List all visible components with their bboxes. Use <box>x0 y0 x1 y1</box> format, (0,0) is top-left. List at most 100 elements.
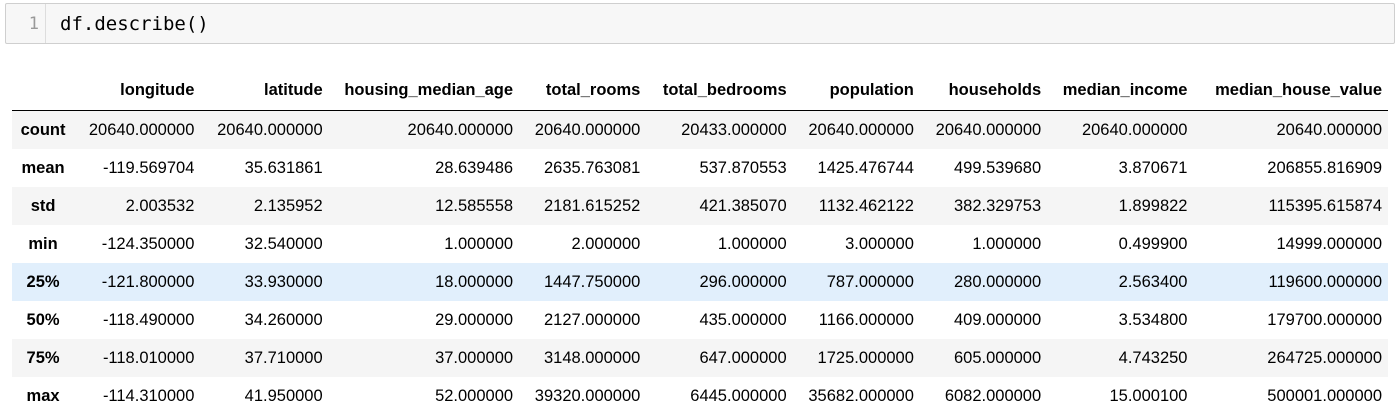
table-cell: 264725.000000 <box>1267 348 1382 367</box>
table-cell: 37.710000 <box>244 348 323 367</box>
table-cell: 20640.000000 <box>217 120 323 139</box>
dataframe-table: longitude latitude housing_median_age to… <box>12 70 1388 415</box>
table-cell: 421.385070 <box>699 196 787 215</box>
column-header: median_income <box>1047 70 1194 111</box>
table-cell: -118.010000 <box>102 348 195 367</box>
table-cell: 435.000000 <box>699 310 787 329</box>
table-cell: 20433.000000 <box>681 120 787 139</box>
table-cell: 20640.000000 <box>1081 120 1188 139</box>
table-cell: 6082.000000 <box>944 386 1042 405</box>
table-cell: 12.585558 <box>435 196 514 215</box>
table-cell: 787.000000 <box>826 272 914 291</box>
line-number: 1 <box>6 4 46 43</box>
table-cell: 500001.000000 <box>1267 386 1382 405</box>
column-header: total_rooms <box>519 70 647 111</box>
table-cell: -124.350000 <box>101 234 195 253</box>
table-cell: 20640.000000 <box>534 120 641 139</box>
table-cell: 1166.000000 <box>818 310 914 329</box>
table-cell: 35682.000000 <box>808 386 914 405</box>
table-cell: 37.000000 <box>435 348 514 367</box>
table-cell: 32.540000 <box>244 234 323 253</box>
table-row: count 20640.000000 20640.000000 20640.00000… <box>12 110 1388 149</box>
table-cell: 537.870553 <box>699 158 787 177</box>
table-cell: 647.000000 <box>699 348 787 367</box>
table-cell: 2.000000 <box>571 234 641 253</box>
row-index-label: std <box>30 196 56 215</box>
table-cell: 35.631861 <box>244 158 323 177</box>
table-row: min -124.350000 32.540000 1.000000 2.000000 1… <box>12 225 1388 263</box>
table-header-row: longitude latitude housing_median_age to… <box>12 70 1388 111</box>
table-cell: 2181.615252 <box>543 196 641 215</box>
table-cell: 1.000000 <box>972 234 1042 253</box>
table-row: max -114.310000 41.950000 52.000000 39320.00… <box>12 377 1388 415</box>
table-cell: 14999.000000 <box>1276 234 1382 253</box>
table-cell: 1132.462122 <box>818 196 914 215</box>
table-row: 50% -118.490000 34.260000 29.000000 2127.000… <box>12 301 1388 339</box>
table-cell: 28.639486 <box>435 158 514 177</box>
table-cell: 1.000000 <box>717 234 787 253</box>
column-header: longitude <box>74 70 201 111</box>
row-index-label: 75% <box>26 348 60 367</box>
table-cell: 2.003532 <box>125 196 195 215</box>
table-cell: 499.539680 <box>953 158 1042 177</box>
table-cell: 179700.000000 <box>1267 310 1382 329</box>
table-cell: 15.000100 <box>1109 386 1188 405</box>
code-input-cell[interactable]: 1 df.describe() <box>5 3 1395 44</box>
table-cell: 39320.000000 <box>534 386 641 405</box>
table-cell: 1447.750000 <box>543 272 641 291</box>
output-area: longitude latitude housing_median_age to… <box>12 70 1388 415</box>
column-header: latitude <box>200 70 329 111</box>
table-cell: 3.870671 <box>1118 158 1188 177</box>
column-header: households <box>919 70 1048 111</box>
table-cell: 382.329753 <box>953 196 1042 215</box>
table-cell: 41.950000 <box>244 386 323 405</box>
row-index-label: count <box>20 120 66 139</box>
column-header: population <box>792 70 920 111</box>
index-header <box>12 70 75 111</box>
row-index-label: min <box>28 234 58 253</box>
table-cell: 20640.000000 <box>935 120 1042 139</box>
table-cell: 20640.000000 <box>1276 120 1382 139</box>
table-cell: 2635.763081 <box>543 158 641 177</box>
table-cell: -114.310000 <box>102 386 195 405</box>
table-row: std 2.003532 2.135952 12.585558 2181.615252 4… <box>12 187 1388 225</box>
code-text[interactable]: df.describe() <box>60 12 209 35</box>
table-cell: 1.000000 <box>444 234 514 253</box>
table-cell: 52.000000 <box>435 386 514 405</box>
table-row: 75% -118.010000 37.710000 37.000000 3148.000… <box>12 339 1388 377</box>
table-cell: -121.800000 <box>101 272 195 291</box>
table-cell: 115395.615874 <box>1268 196 1382 215</box>
table-cell: 20640.000000 <box>407 120 514 139</box>
table-cell: 3.000000 <box>845 234 914 253</box>
table-cell: 33.930000 <box>244 272 323 291</box>
table-cell: 4.743250 <box>1118 348 1188 367</box>
table-cell: -118.490000 <box>102 310 195 329</box>
table-cell: 6445.000000 <box>690 386 787 405</box>
table-cell: 409.000000 <box>953 310 1042 329</box>
row-index-label: 50% <box>26 310 60 329</box>
table-cell: 20640.000000 <box>88 120 195 139</box>
table-row: mean -119.569704 35.631861 28.639486 2635.76… <box>12 149 1388 187</box>
table-cell: 280.000000 <box>953 272 1042 291</box>
table-cell: 34.260000 <box>244 310 323 329</box>
table-cell: 605.000000 <box>953 348 1042 367</box>
table-cell: 2.135952 <box>253 196 323 215</box>
table-cell: 119600.000000 <box>1268 272 1382 291</box>
column-header: median_house_value <box>1193 70 1388 111</box>
table-cell: 1725.000000 <box>817 348 914 367</box>
table-cell: -119.569704 <box>102 158 195 177</box>
table-cell: 2.563400 <box>1118 272 1188 291</box>
column-header: total_bedrooms <box>646 70 793 111</box>
table-cell: 296.000000 <box>699 272 787 291</box>
table-cell: 206855.816909 <box>1267 158 1382 177</box>
row-index-label: max <box>26 386 60 405</box>
table-cell: 20640.000000 <box>808 120 914 139</box>
table-cell: 3148.000000 <box>543 348 641 367</box>
row-index-label: mean <box>21 158 65 177</box>
table-cell: 29.000000 <box>435 310 514 329</box>
table-cell: 3.534800 <box>1118 310 1188 329</box>
table-row: 25% -121.800000 33.930000 18.000000 1447.750… <box>12 263 1388 301</box>
table-cell: 18.000000 <box>435 272 514 291</box>
column-header: housing_median_age <box>328 70 520 111</box>
table-body: count 20640.000000 20640.000000 20640.00000… <box>12 110 1388 415</box>
